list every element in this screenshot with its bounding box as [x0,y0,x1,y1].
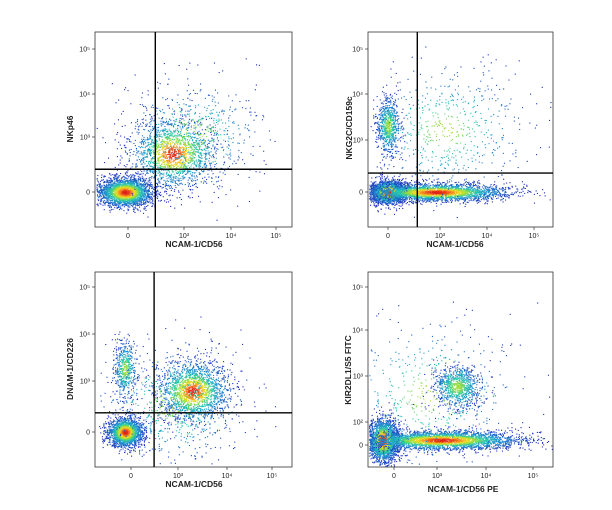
y-tick-label: 10⁴ [79,332,90,339]
y-tick-label: 10³ [80,135,91,142]
y-axis-label: NKp46 [65,115,75,142]
x-tick-label: 0 [126,233,130,240]
y-tick-label: 0 [359,443,363,450]
x-axis-label: NCAM-1/CD56 [165,479,222,489]
y-tick-label: 10⁵ [79,285,90,292]
x-tick-label: 10⁴ [481,473,492,480]
x-tick-label: 10⁵ [528,473,539,480]
x-axis-label: NCAM-1/CD56 [426,239,483,249]
y-tick-label: 10³ [353,374,364,381]
y-tick-label: 0 [86,190,90,197]
x-tick-label: 0 [392,473,396,480]
plot-panel-4: 0 10³ 10⁴ 10⁵ 0 10² 10³ 10⁴ 10⁵ NCAM-1/CD56 PE KIR… [343,272,553,494]
y-axis-label: NKG2C/CD159c [344,96,354,160]
x-tick-label: 0 [129,473,133,480]
y-tick-label: 10⁴ [352,328,363,335]
y-tick-label: 10³ [353,138,364,145]
y-axis-label: DNAM-1/CD226 [65,338,75,400]
y-tick-label: 0 [86,430,90,437]
x-axis-label: NCAM-1/CD56 PE [428,484,499,494]
y-tick-label: 10⁵ [79,47,90,54]
x-tick-label: 10⁴ [226,233,237,240]
x-tick-label: 10³ [432,473,443,480]
y-tick-label: 10³ [80,379,91,386]
x-tick-label: 10⁵ [267,473,278,480]
y-tick-label: 10⁵ [352,47,363,54]
y-tick-label: 0 [359,190,363,197]
plot-panel-3: 0 10³ 10⁴ 10⁵010³10⁴10⁵NCAM-1/CD56DNAM-1/CD… [65,272,292,489]
x-tick-label: 0 [386,233,390,240]
x-tick-label: 10⁵ [529,233,540,240]
y-tick-label: 10² [353,420,364,427]
x-axis-label: NCAM-1/CD56 [165,239,222,249]
y-axis-label: KIR2DL1/S5 FITC [343,335,353,404]
plot-panel-2: 0 10³ 10⁴ 10⁵010³10⁴10⁵NCAM-1/CD56NKG2C/CD1… [344,32,553,249]
x-tick-label: 10⁴ [222,473,233,480]
y-tick-label: 10⁵ [352,285,363,292]
x-tick-label: 10⁵ [271,233,282,240]
y-tick-label: 10⁴ [79,92,90,99]
